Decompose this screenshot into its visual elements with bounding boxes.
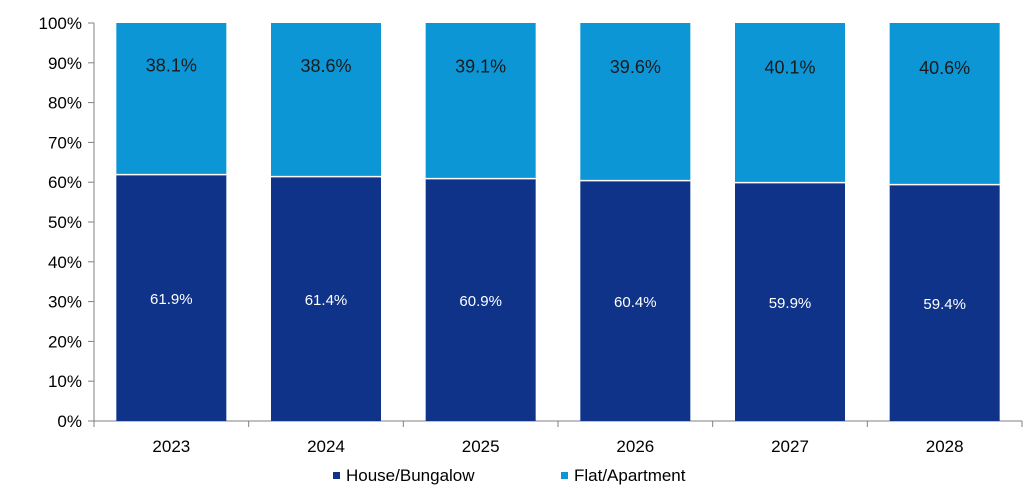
x-tick-label-2024: 2024 xyxy=(307,437,345,456)
legend-label-house: House/Bungalow xyxy=(346,466,475,485)
bars: 61.9% 38.1% 61.4% 38.6% 60.9% 39.1% 60.4% 39.6%… xyxy=(116,23,1000,421)
y-axis: 0% 10% 20% 30% 40% 50% 60% 70% 80% 90% 100% xyxy=(39,14,95,431)
x-axis: 2023 2024 2025 2026 2027 2028 xyxy=(93,420,1023,456)
x-tick-label-2026: 2026 xyxy=(616,437,654,456)
y-tick-label: 20% xyxy=(48,332,82,351)
bar-segment-house-2026 xyxy=(580,180,691,421)
data-label-house-2023: 61.9% xyxy=(150,291,193,308)
data-label-flat-2024: 38.6% xyxy=(300,56,351,76)
bar-segment-flat-2023 xyxy=(116,23,227,175)
x-tick-label-2025: 2025 xyxy=(462,437,500,456)
bar-segment-flat-2026 xyxy=(580,23,691,181)
bar-segment-flat-2024 xyxy=(271,23,381,177)
x-tick-label-2027: 2027 xyxy=(771,437,809,456)
bar-segment-house-2028 xyxy=(889,184,1000,421)
y-tick-label: 90% xyxy=(48,54,82,73)
bar-segment-flat-2028 xyxy=(889,23,1000,185)
data-label-house-2024: 61.4% xyxy=(305,292,348,309)
data-label-house-2027: 59.9% xyxy=(769,295,812,312)
bar-segment-flat-2027 xyxy=(735,23,845,183)
data-label-house-2028: 59.4% xyxy=(923,296,966,313)
bar-segment-house-2027 xyxy=(735,182,845,421)
bar-segment-house-2025 xyxy=(425,178,536,421)
y-tick-label: 70% xyxy=(48,133,82,152)
y-tick-label: 0% xyxy=(57,412,82,431)
y-tick-label: 10% xyxy=(48,372,82,391)
x-tick-label-2023: 2023 xyxy=(152,437,190,456)
y-tick-label: 60% xyxy=(48,173,82,192)
data-label-house-2026: 60.4% xyxy=(614,294,657,311)
bar-segment-house-2023 xyxy=(116,174,227,421)
x-tick-label-2028: 2028 xyxy=(926,437,964,456)
bar-segment-flat-2025 xyxy=(425,23,536,179)
y-tick-label: 50% xyxy=(48,213,82,232)
data-label-house-2025: 60.9% xyxy=(459,293,502,310)
y-tick-label: 40% xyxy=(48,253,82,272)
legend: House/Bungalow Flat/Apartment xyxy=(333,466,686,485)
y-tick-label: 100% xyxy=(39,14,82,33)
y-tick-label: 30% xyxy=(48,293,82,312)
legend-swatch-house xyxy=(333,472,340,479)
data-label-flat-2026: 39.6% xyxy=(610,57,661,77)
data-label-flat-2023: 38.1% xyxy=(146,55,197,75)
legend-swatch-flat xyxy=(561,472,568,479)
legend-label-flat: Flat/Apartment xyxy=(574,466,686,485)
y-tick-label: 80% xyxy=(48,94,82,113)
data-label-flat-2027: 40.1% xyxy=(764,58,815,78)
data-label-flat-2028: 40.6% xyxy=(919,58,970,78)
bar-segment-house-2024 xyxy=(271,176,381,421)
data-label-flat-2025: 39.1% xyxy=(455,57,506,77)
